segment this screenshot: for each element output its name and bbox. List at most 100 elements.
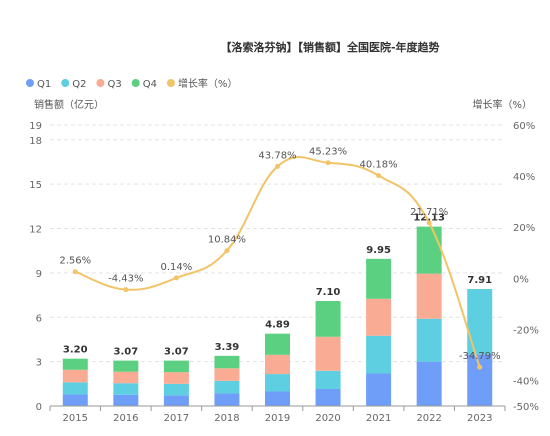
bar-segment-q1 [163, 395, 189, 406]
y-left-tick-label: 19 [29, 121, 42, 132]
growth-label: -4.43% [108, 274, 143, 285]
y-right-tick-label: -50% [513, 402, 539, 413]
bar-segment-q2 [315, 370, 341, 389]
x-tick-label: 2015 [63, 413, 88, 424]
bar-segment-q1 [113, 394, 139, 406]
legend-marker-icon [96, 79, 105, 87]
y-right-tick-label: 20% [513, 223, 535, 234]
chart-title: 【洛索洛芬钠】【销售额】全国医院-年度趋势 [220, 40, 439, 54]
bar-segment-q3 [163, 372, 189, 384]
bar-segment-q2 [163, 383, 189, 396]
x-tick-label: 2016 [113, 413, 138, 424]
bar-segment-q3 [62, 369, 88, 383]
chart-legend[interactable]: Q1 Q2 Q3 Q4 增长率（%） [26, 77, 237, 90]
bar-segment-q4 [366, 258, 392, 299]
bar-segment-q1 [315, 388, 341, 406]
bar-segment-q3 [315, 336, 341, 371]
y-left-tick-label: 3 [36, 358, 42, 369]
growth-point [325, 160, 331, 166]
y-right-tick-label: 40% [513, 172, 535, 183]
bar-segment-q3 [265, 354, 290, 375]
bar-segment-q1 [62, 394, 88, 406]
y-left-tick-label: 9 [36, 269, 42, 280]
legend-item[interactable]: Q1 [26, 79, 51, 90]
bar-segment-q1 [366, 373, 392, 406]
legend-marker-icon [131, 79, 140, 87]
bar-segment-q1 [265, 391, 290, 406]
bar-total-label: 3.20 [63, 345, 88, 356]
bar-segment-q2 [113, 383, 139, 395]
y-right-tick-label: -40% [513, 376, 539, 387]
y-axis-left-label: 销售额（亿元） [34, 98, 104, 111]
growth-point [123, 287, 129, 293]
bar-segment-q3 [214, 368, 240, 381]
bar-total-label: 3.39 [215, 342, 240, 353]
growth-point [173, 275, 179, 281]
growth-label: 0.14% [160, 262, 192, 273]
bar-segment-q3 [366, 298, 392, 336]
y-axis-left-ticks: 0 3 6 9 12 15 18 19 [29, 121, 42, 413]
bar-total-label: 12.13 [413, 213, 445, 224]
growth-point [376, 173, 382, 179]
y-left-tick-label: 12 [29, 225, 42, 236]
x-tick-label: 2023 [467, 413, 492, 424]
bar-segment-q4 [416, 226, 442, 274]
y-axis-right-label: 增长率（%） [472, 98, 532, 111]
y-left-tick-label: 18 [29, 136, 42, 147]
y-axis-right-ticks: -50% -40% -20% 0% 20% 40% 60% [513, 121, 539, 413]
legend-item[interactable]: Q3 [96, 79, 122, 90]
bar-total-label: 7.91 [467, 275, 492, 286]
bar-segment-q4 [163, 360, 189, 373]
bar-segment-q4 [214, 355, 240, 369]
growth-line-series [72, 156, 483, 370]
bar-segment-q1 [214, 393, 240, 406]
legend-label: Q4 [143, 79, 157, 90]
growth-point [72, 269, 78, 275]
legend-item[interactable]: Q4 [131, 79, 157, 90]
bar-total-label: 7.10 [316, 287, 341, 298]
y-right-tick-label: -20% [513, 325, 539, 336]
bar-segment-q2 [62, 382, 88, 395]
x-axis-ticks: 2015 2016 2017 2018 2019 2020 2021 2022 2023 [49, 406, 506, 424]
bar-segment-q2 [265, 374, 290, 392]
legend-item[interactable]: Q2 [61, 79, 86, 90]
x-tick-label: 2021 [366, 413, 391, 424]
bar-segment-q1 [467, 354, 493, 406]
bar-segment-q2 [366, 335, 392, 374]
bar-segment-q4 [265, 333, 290, 355]
bar-segment-q1 [416, 361, 442, 406]
y-left-tick-label: 0 [36, 402, 42, 413]
bar-total-label: 4.89 [265, 320, 290, 331]
bar-total-label: 3.07 [164, 347, 189, 358]
growth-label: 21.71% [410, 207, 448, 218]
growth-label: 45.23% [309, 147, 347, 158]
growth-label: -34.79% [459, 351, 501, 362]
legend-label: 增长率（%） [178, 77, 238, 90]
bar-total-label: 3.07 [113, 347, 138, 358]
growth-point [477, 364, 483, 370]
growth-point [224, 248, 230, 254]
x-tick-label: 2017 [164, 413, 189, 424]
growth-point [275, 163, 280, 169]
x-tick-label: 2019 [265, 413, 290, 424]
growth-point [426, 220, 432, 226]
bar-segment-q3 [113, 371, 139, 384]
x-tick-label: 2022 [416, 413, 441, 424]
y-left-tick-label: 6 [36, 313, 42, 324]
growth-label: 43.78% [258, 150, 296, 161]
growth-labels: 2.56% -4.43% 0.14% 10.84% 43.78% 45.23% 40.18%… [59, 147, 500, 362]
legend-item[interactable]: 增长率（%） [166, 77, 238, 90]
x-tick-label: 2018 [214, 413, 239, 424]
legend-marker-icon [61, 79, 70, 87]
legend-label: Q3 [107, 79, 121, 90]
legend-marker-icon [26, 79, 34, 87]
growth-label: 40.18% [360, 160, 398, 171]
bar-series [62, 226, 493, 406]
bar-segment-q2 [467, 289, 493, 355]
y-right-tick-label: 0% [513, 274, 529, 285]
y-right-tick-label: 60% [513, 121, 535, 132]
x-tick-label: 2020 [315, 413, 340, 424]
legend-marker-icon [166, 79, 175, 87]
